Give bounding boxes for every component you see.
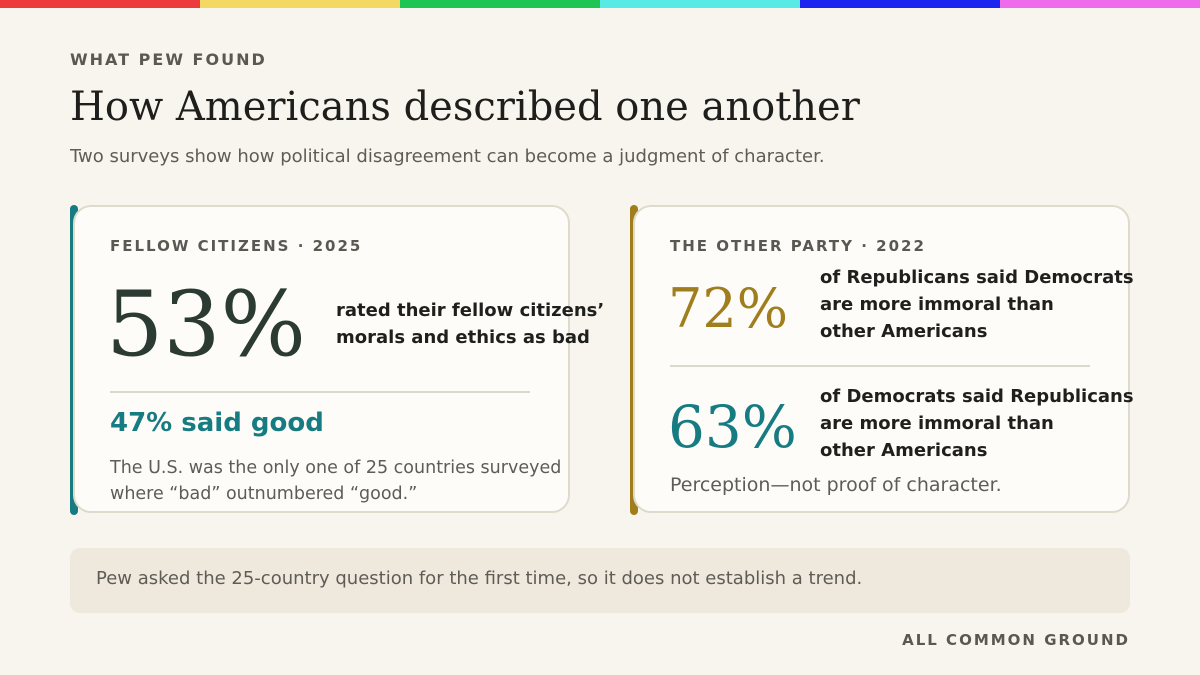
- right-card-label: THE OTHER PARTY · 2022: [670, 237, 926, 255]
- desc-line: of Republicans said Democrats: [820, 267, 1134, 288]
- bad-percent-description: rated their fellow citizens’ morals and …: [336, 297, 604, 351]
- desc-line: of Democrats said Republicans: [820, 386, 1134, 407]
- republicans-percent-stat: 72%: [668, 277, 789, 340]
- stripe-green: [400, 0, 600, 8]
- republicans-description: of Republicans said Democrats are more i…: [820, 264, 1134, 345]
- stripe-red: [0, 0, 200, 8]
- good-percent: 47% said good: [110, 408, 324, 438]
- color-stripe: [0, 0, 1200, 8]
- note-line: where “bad” outnumbered “good.”: [110, 484, 418, 504]
- left-card-label: FELLOW CITIZENS · 2025: [110, 237, 363, 255]
- desc-line: other Americans: [820, 321, 988, 342]
- bad-percent-stat: 53%: [106, 272, 307, 377]
- desc-line: rated their fellow citizens’: [336, 300, 605, 321]
- stripe-pink: [1000, 0, 1200, 8]
- desc-line: are more immoral than: [820, 413, 1054, 434]
- eyebrow: WHAT PEW FOUND: [70, 50, 267, 69]
- note-line: The U.S. was the only one of 25 countrie…: [110, 458, 562, 478]
- left-divider: [110, 391, 530, 393]
- right-divider: [670, 365, 1090, 367]
- footnote: Pew asked the 25-country question for th…: [70, 548, 1130, 613]
- brand-label: ALL COMMON GROUND: [902, 631, 1130, 649]
- democrats-percent-stat: 63%: [668, 393, 797, 461]
- fellow-citizens-card: [73, 205, 570, 513]
- desc-line: morals and ethics as bad: [336, 327, 590, 348]
- stripe-blue: [800, 0, 1000, 8]
- right-card-note: Perception—not proof of character.: [670, 474, 1002, 496]
- desc-line: other Americans: [820, 440, 988, 461]
- desc-line: are more immoral than: [820, 294, 1054, 315]
- other-party-card: [633, 205, 1130, 513]
- stripe-cyan: [600, 0, 800, 8]
- left-card-note: The U.S. was the only one of 25 countrie…: [110, 455, 561, 507]
- stripe-yellow: [200, 0, 400, 8]
- democrats-description: of Democrats said Republicans are more i…: [820, 383, 1134, 464]
- page-subtitle: Two surveys show how political disagreem…: [70, 146, 825, 167]
- page-title: How Americans described one another: [70, 84, 860, 130]
